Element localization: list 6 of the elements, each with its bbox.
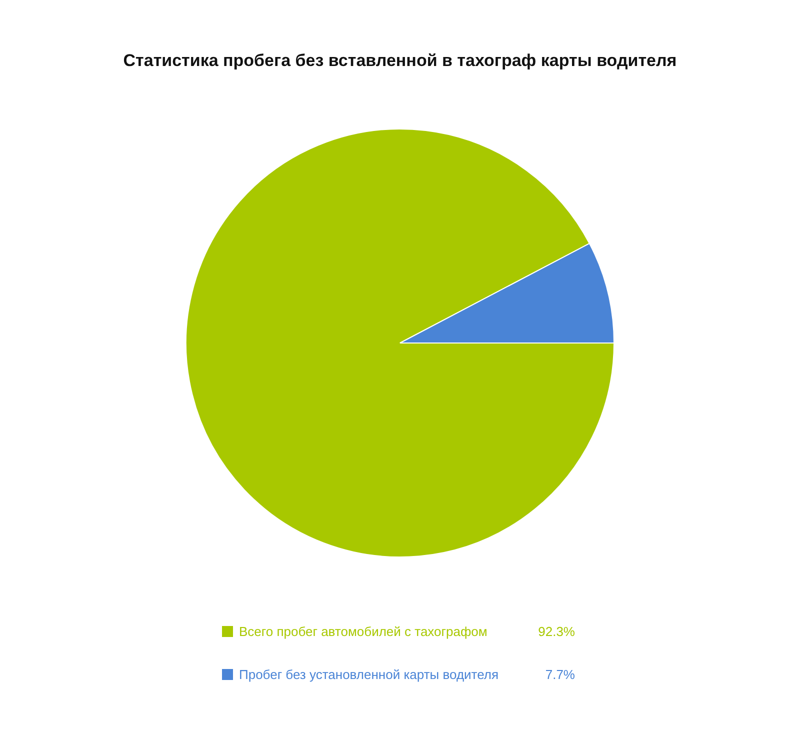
data-label: 92.3% <box>538 624 576 639</box>
pie-slice <box>186 128 614 558</box>
legend-label: Пробег без установленной карты водителя <box>239 667 499 682</box>
chart-title: Статистика пробега без вставленной в тахограф карты водителя <box>123 51 677 70</box>
legend-label: Всего пробег автомобилей с тахографом <box>239 624 488 639</box>
data-label: 7.7% <box>545 667 576 682</box>
